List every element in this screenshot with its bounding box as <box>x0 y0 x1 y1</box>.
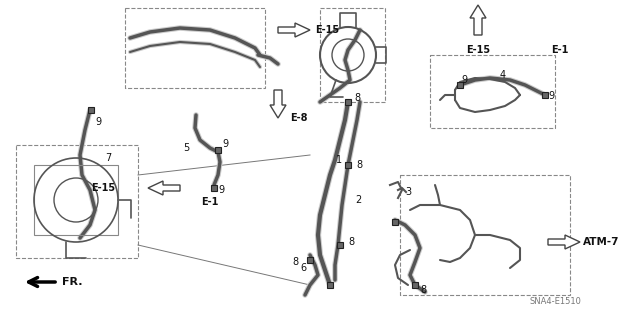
Text: E-15: E-15 <box>91 183 115 193</box>
Bar <box>307 257 313 263</box>
Text: 9: 9 <box>95 117 101 127</box>
Bar <box>88 107 94 113</box>
Text: 2: 2 <box>355 195 361 205</box>
Bar <box>400 175 570 295</box>
Text: E-1: E-1 <box>551 45 569 55</box>
Bar <box>412 282 418 288</box>
Bar <box>320 8 385 102</box>
Text: E-15: E-15 <box>466 45 490 55</box>
Polygon shape <box>148 181 180 195</box>
Text: 4: 4 <box>500 70 506 80</box>
Text: 7: 7 <box>105 153 111 163</box>
Text: 8: 8 <box>356 160 362 170</box>
Text: 1: 1 <box>336 155 342 165</box>
Polygon shape <box>270 90 286 118</box>
Text: 9: 9 <box>461 75 467 85</box>
Bar <box>392 219 398 225</box>
Bar <box>345 99 351 105</box>
Bar <box>211 185 217 191</box>
Bar <box>345 162 351 168</box>
Polygon shape <box>278 23 310 37</box>
Text: 8: 8 <box>354 93 360 103</box>
Text: SNA4-E1510: SNA4-E1510 <box>529 298 581 307</box>
Text: ATM-7: ATM-7 <box>583 237 620 247</box>
Text: E-8: E-8 <box>290 113 307 123</box>
Text: 3: 3 <box>405 187 411 197</box>
Text: 8: 8 <box>292 257 298 267</box>
Text: 5: 5 <box>183 143 189 153</box>
Text: 8: 8 <box>420 285 426 295</box>
Text: E-15: E-15 <box>315 25 339 35</box>
Text: 6: 6 <box>300 263 306 273</box>
Bar <box>430 55 555 128</box>
Bar <box>542 92 548 98</box>
Bar <box>34 165 118 235</box>
Text: 9: 9 <box>222 139 228 149</box>
Bar <box>457 82 463 88</box>
Text: E-1: E-1 <box>202 197 219 207</box>
Polygon shape <box>470 5 486 35</box>
Text: 8: 8 <box>348 237 354 247</box>
Polygon shape <box>548 235 580 249</box>
Text: FR.: FR. <box>62 277 83 287</box>
Bar <box>337 242 343 248</box>
Text: 9: 9 <box>548 91 554 101</box>
Bar <box>327 282 333 288</box>
Text: 9: 9 <box>218 185 224 195</box>
Bar <box>16 145 138 258</box>
Bar <box>125 8 265 88</box>
Bar <box>215 147 221 153</box>
